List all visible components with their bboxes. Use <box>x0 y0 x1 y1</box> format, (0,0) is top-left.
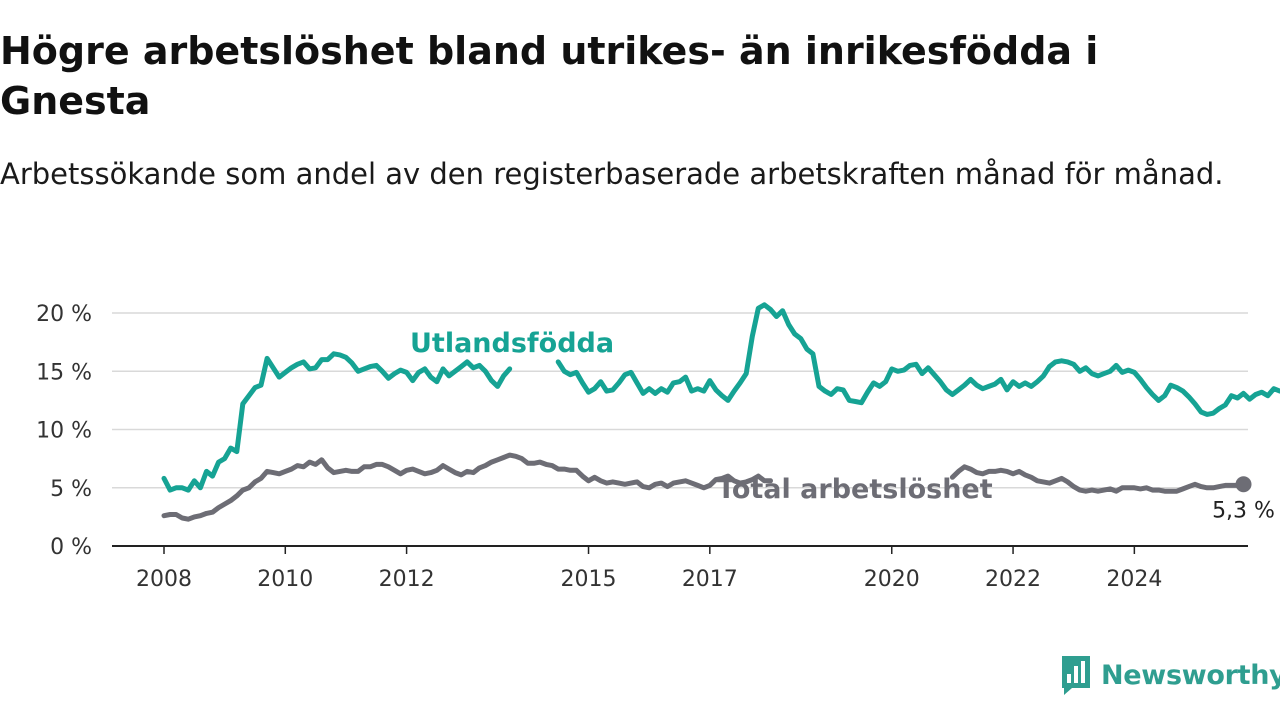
brand-logo: Newsworthy <box>1059 654 1280 696</box>
x-tick-label: 2012 <box>379 567 435 592</box>
y-tick-label: 20 % <box>36 302 92 327</box>
page-subtitle: Arbetssökande som andel av den registerb… <box>0 157 1224 191</box>
x-tick-label: 2022 <box>985 567 1041 592</box>
y-tick-label: 0 % <box>50 535 92 560</box>
page-title: Högre arbetslöshet bland utrikes- än inr… <box>0 29 1099 123</box>
x-axis-ticks: 2008 2010 2012 2015 2017 2020 2022 2024 <box>136 546 1162 592</box>
series-line-total-arbetsl-shet <box>161 452 1246 522</box>
x-tick-label: 2010 <box>257 567 313 592</box>
end-point-total-arbetsl-shet <box>1235 476 1252 493</box>
x-tick-label: 2015 <box>561 567 617 592</box>
series-lines <box>161 302 1280 522</box>
x-tick-label: 2024 <box>1106 567 1162 592</box>
y-axis-tick-labels: 0 % 5 % 10 % 15 % 20 % <box>36 302 92 560</box>
series-label-total-arbetsloshet: Total arbetslöshet <box>717 474 993 505</box>
x-tick-label: 2008 <box>136 567 192 592</box>
x-tick-label: 2020 <box>864 567 920 592</box>
newsworthy-logo-icon <box>1062 656 1090 695</box>
end-value-label-total: 5,3 % <box>1212 498 1275 523</box>
gridlines <box>112 312 1248 489</box>
series-label-utlandsfodda: Utlandsfödda <box>410 328 614 359</box>
y-tick-label: 5 % <box>50 477 92 502</box>
y-tick-label: 10 % <box>36 419 92 444</box>
x-tick-label: 2017 <box>682 567 738 592</box>
series-line-utlandsf-dda <box>161 302 1280 493</box>
y-tick-label: 15 % <box>36 360 92 385</box>
brand-name: Newsworthy <box>1101 659 1280 691</box>
